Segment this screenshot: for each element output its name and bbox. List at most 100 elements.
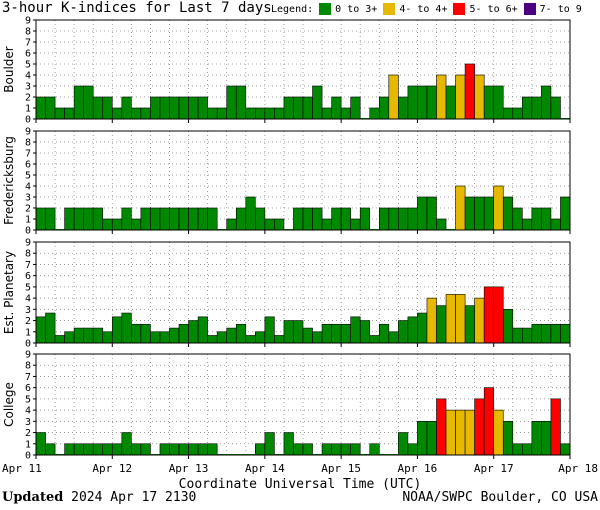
k-index-bar [121,432,132,456]
y-tick-label: 8 [25,138,31,149]
y-tick-label: 9 [25,127,31,138]
y-tick-label: 5 [25,394,31,405]
k-index-bar [83,327,94,344]
y-tick-label: 9 [25,350,31,361]
k-index-bar [293,320,304,344]
y-tick-label: 8 [25,361,31,372]
k-index-bar [560,443,571,456]
k-index-bar [445,85,456,120]
k-index-bar [73,443,84,456]
k-index-bar [197,316,208,344]
legend-item-label: 4- to 4+ [399,3,448,15]
k-index-bar [207,443,218,456]
k-index-bar [340,207,351,231]
x-tick-label: Apr 14 [245,462,285,475]
k-index-bar [464,305,475,344]
panel-frame [35,130,571,231]
k-index-bar [35,207,46,231]
k-index-bar [531,96,542,120]
k-index-bar [512,107,523,120]
y-tick-label: 4 [25,71,31,82]
k-index-bar [92,207,104,231]
k-index-bar [522,218,533,231]
k-index-bar [369,335,380,344]
x-tick-label: Apr 18 [558,462,598,475]
k-index-bar [455,294,466,344]
y-tick-label: 9 [25,238,31,249]
k-index-bar [226,85,237,120]
k-index-bar [312,207,323,231]
k-index-bar [321,107,332,120]
k-index-bar [197,207,208,231]
k-index-bar [417,85,428,120]
k-index-bar [226,327,237,344]
y-tick-label: 1 [25,327,31,338]
y-tick-label: 6 [25,271,31,282]
legend-swatch-yellow [383,3,396,15]
legend-item-4: 4- to 4+ [383,3,447,15]
k-index-bar [83,207,94,231]
k-index-bar [159,207,170,231]
y-tick-label: 3 [25,82,31,93]
k-index-bar [445,409,456,456]
k-index-bar [493,409,504,456]
y-tick-label: 1 [25,439,31,450]
k-index-bar [350,96,361,120]
k-index-bar [417,312,428,344]
panel-y-label: Boulder [2,46,16,93]
k-index-bar [445,294,456,344]
x-tick-label: Apr 12 [92,462,132,475]
y-tick-label: 2 [25,204,31,215]
k-index-bar [407,85,418,120]
k-index-bar [455,185,466,231]
k-index-bar [369,443,380,456]
k-index-bar [426,85,437,120]
k-index-bar [264,107,275,120]
k-index-bar [64,107,75,120]
k-index-bar [54,107,65,120]
k-index-bar [45,312,56,344]
k-index-bar [378,207,390,231]
k-index-bar [35,432,46,456]
k-index-bar [255,107,266,120]
k-index-bar [493,286,504,344]
legend-item-label: 0 to 3+ [335,3,378,15]
k-index-bar [45,96,56,120]
k-index-bar [350,316,361,344]
k-index-bar [331,207,342,231]
k-index-bar [407,316,418,344]
k-index-bar [388,207,399,231]
k-index-bar [522,327,533,344]
k-index-bar [321,443,332,456]
updated-label: Updated [2,490,64,505]
k-index-bar [188,96,199,120]
k-index-bar [54,335,65,344]
k-index-bar [512,327,523,344]
k-index-bar [255,443,266,456]
panel-y-label: College [2,382,16,427]
k-index-bar [102,331,113,344]
k-index-bar [474,398,485,456]
k-index-bar [102,96,113,120]
k-index-bar [340,107,351,120]
y-tick-label: 8 [25,27,31,38]
k-index-bar [274,107,285,120]
y-tick-label: 1 [25,215,31,226]
y-tick-label: 3 [25,417,31,428]
k-index-bar [207,207,218,231]
k-index-bar [541,207,552,231]
k-index-bar [541,421,552,456]
k-index-bar [302,327,313,344]
k-index-bar [131,323,142,344]
k-index-bar [131,218,142,231]
k-index-bar [340,323,351,344]
y-tick-label: 7 [25,372,31,383]
k-index-bar [140,207,151,231]
k-index-bar [283,432,294,456]
k-index-bar [150,207,161,231]
k-index-bar [474,297,485,344]
k-index-bar [464,409,475,456]
k-index-bar [426,421,437,456]
k-index-bar [331,443,342,456]
k-index-bar [426,196,437,231]
